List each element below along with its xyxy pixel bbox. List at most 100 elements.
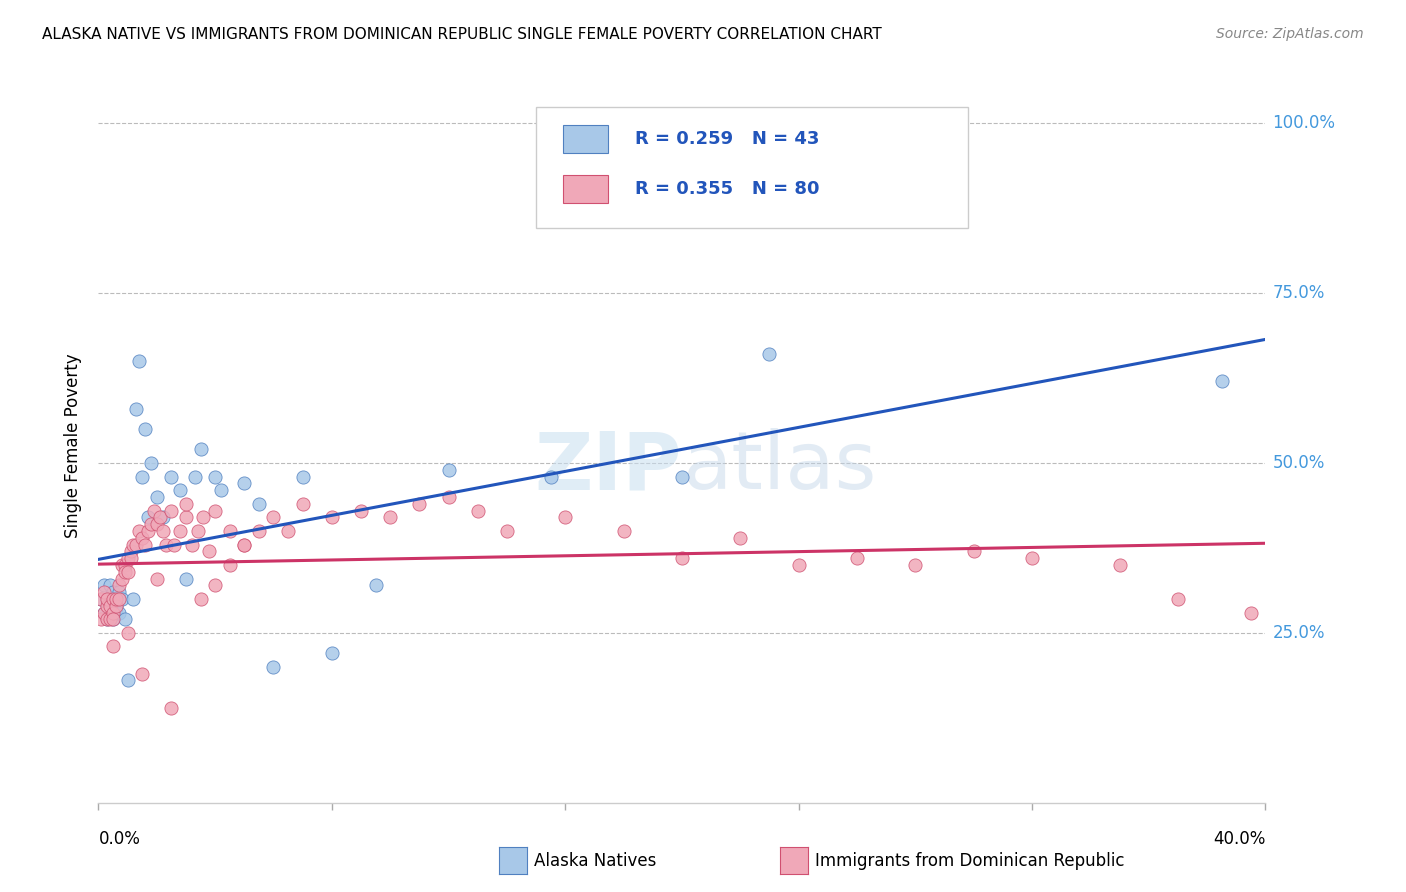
Point: [174, 510, 197, 524]
Point: [204, 578, 226, 592]
Point: [128, 524, 150, 538]
Text: Immigrants from Dominican Republic: Immigrants from Dominican Republic: [815, 852, 1125, 870]
Point: [160, 503, 183, 517]
Point: [139, 456, 162, 470]
Text: ZIP: ZIP: [534, 428, 682, 507]
Point: [96, 591, 118, 606]
Point: [108, 585, 131, 599]
Point: [174, 497, 197, 511]
Point: [467, 503, 489, 517]
Point: [139, 517, 162, 532]
Point: [845, 551, 868, 566]
Point: [125, 537, 148, 551]
Point: [101, 591, 124, 606]
Point: [108, 591, 131, 606]
Point: [101, 612, 124, 626]
Point: [93, 606, 115, 620]
Point: [142, 503, 165, 517]
Point: [204, 469, 226, 483]
Point: [120, 544, 142, 558]
Point: [93, 585, 115, 599]
Point: [193, 510, 215, 524]
Point: [904, 558, 927, 572]
Point: [671, 469, 693, 483]
Point: [114, 558, 136, 572]
Point: [108, 578, 131, 592]
Point: [180, 537, 202, 551]
Point: [101, 585, 124, 599]
Point: [93, 606, 115, 620]
Point: [117, 551, 139, 566]
Point: [149, 510, 172, 524]
Point: [612, 524, 634, 538]
Point: [90, 591, 112, 606]
Point: [209, 483, 232, 498]
Point: [218, 524, 240, 538]
Point: [728, 531, 751, 545]
Point: [1211, 375, 1233, 389]
Text: R = 0.259   N = 43: R = 0.259 N = 43: [636, 130, 820, 148]
Point: [146, 572, 169, 586]
Point: [136, 510, 159, 524]
Text: Source: ZipAtlas.com: Source: ZipAtlas.com: [1216, 27, 1364, 41]
Point: [169, 483, 191, 498]
Point: [160, 469, 183, 483]
Point: [96, 591, 118, 606]
Text: 75.0%: 75.0%: [1272, 284, 1324, 302]
Point: [96, 612, 118, 626]
Point: [98, 599, 121, 613]
Point: [233, 537, 256, 551]
Text: Alaska Natives: Alaska Natives: [534, 852, 657, 870]
Point: [122, 591, 145, 606]
Point: [122, 537, 145, 551]
Point: [96, 599, 118, 613]
Point: [262, 660, 284, 674]
Point: [218, 558, 240, 572]
Point: [190, 591, 212, 606]
Point: [321, 510, 343, 524]
Point: [90, 612, 112, 626]
Point: [131, 666, 153, 681]
Point: [437, 463, 460, 477]
Point: [101, 606, 124, 620]
Point: [114, 612, 136, 626]
Point: [247, 497, 270, 511]
Point: [117, 673, 139, 688]
Point: [131, 469, 153, 483]
Point: [117, 626, 139, 640]
Point: [495, 524, 517, 538]
Point: [408, 497, 430, 511]
Point: [540, 469, 562, 483]
Point: [291, 469, 314, 483]
Point: [554, 510, 576, 524]
Point: [134, 537, 156, 551]
Point: [163, 537, 186, 551]
Point: [437, 490, 460, 504]
Text: 100.0%: 100.0%: [1272, 114, 1336, 132]
Point: [1108, 558, 1130, 572]
Point: [233, 537, 256, 551]
Point: [233, 476, 256, 491]
Point: [114, 565, 136, 579]
Point: [321, 646, 343, 660]
Point: [111, 591, 134, 606]
Point: [204, 503, 226, 517]
Y-axis label: Single Female Poverty: Single Female Poverty: [65, 354, 83, 538]
Point: [1021, 551, 1043, 566]
Point: [247, 524, 270, 538]
Point: [183, 469, 205, 483]
Point: [187, 524, 209, 538]
Point: [152, 510, 174, 524]
FancyBboxPatch shape: [562, 175, 609, 203]
Point: [160, 700, 183, 714]
Point: [108, 606, 131, 620]
Point: [125, 401, 148, 416]
Point: [364, 578, 387, 592]
Point: [198, 544, 221, 558]
Point: [131, 531, 153, 545]
Point: [101, 640, 124, 654]
Point: [98, 612, 121, 626]
Point: [378, 510, 402, 524]
Point: [146, 517, 169, 532]
Point: [262, 510, 284, 524]
